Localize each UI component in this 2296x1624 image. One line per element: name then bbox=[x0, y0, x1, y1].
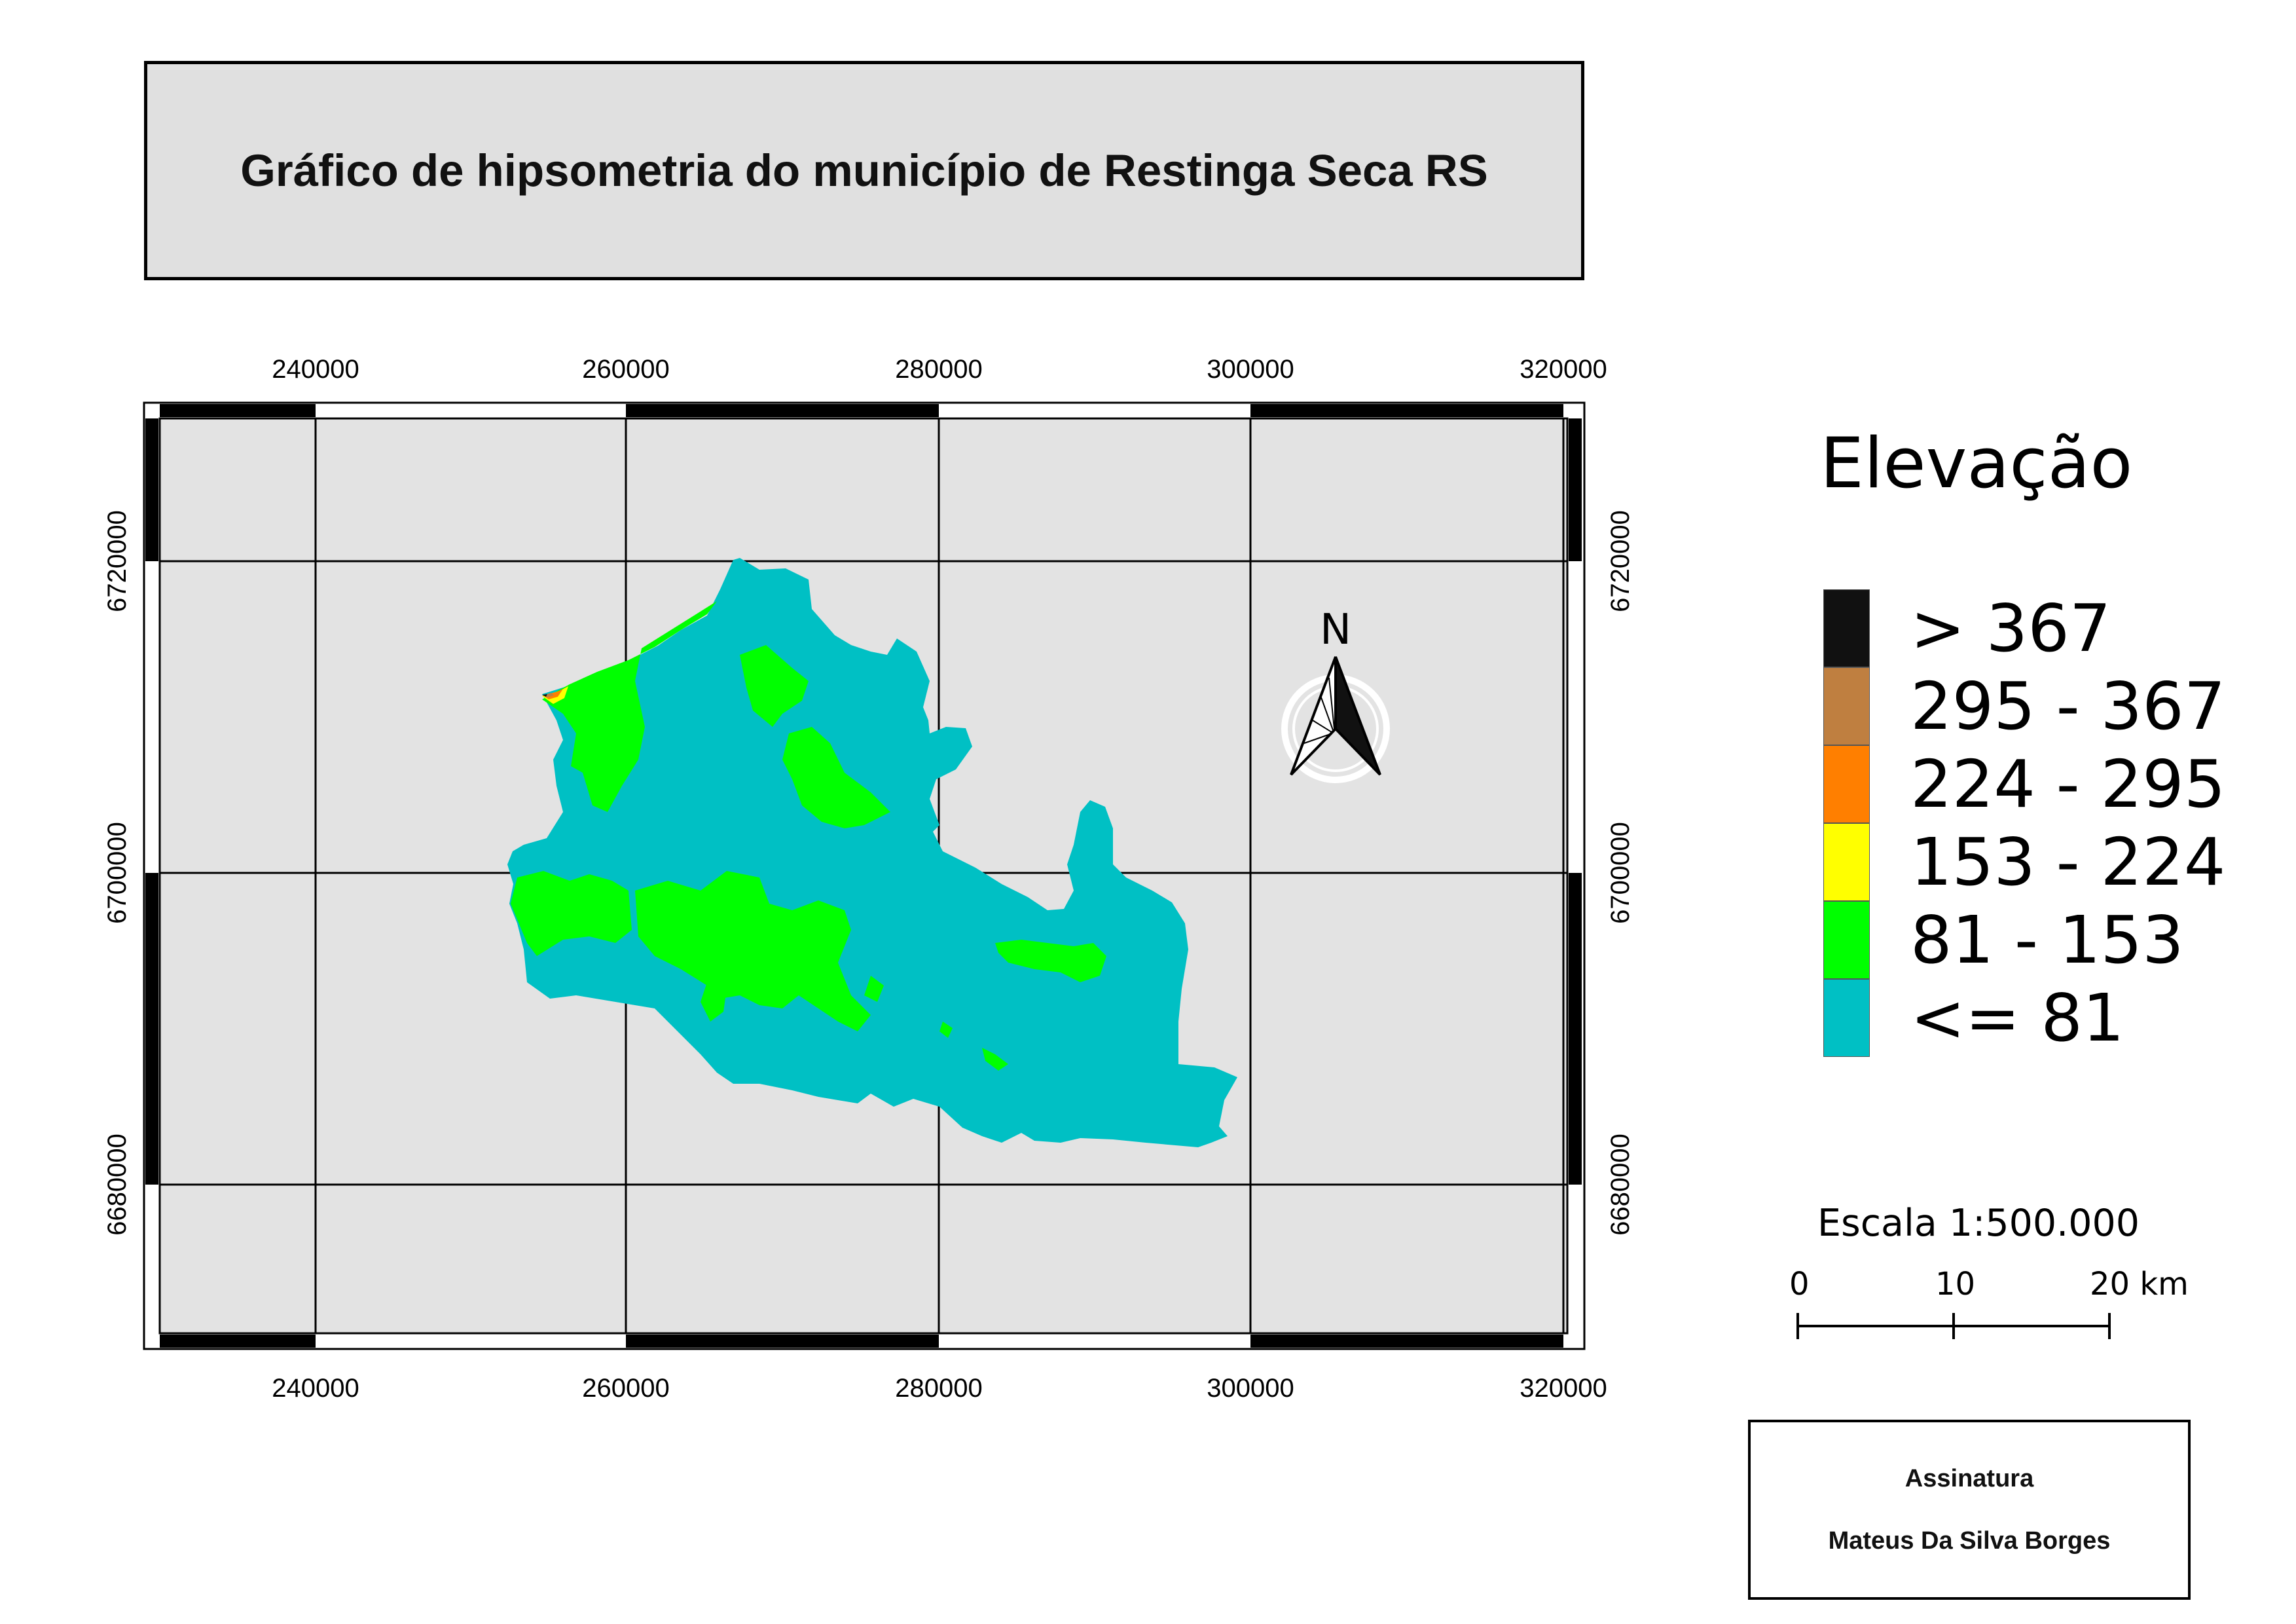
frame-segments bbox=[145, 404, 1582, 1348]
north-label: N bbox=[1320, 606, 1351, 654]
scale-label-20: 20 km bbox=[2090, 1266, 2189, 1302]
easting-label: 300000 bbox=[1207, 355, 1294, 384]
easting-label: 280000 bbox=[895, 355, 982, 384]
northing-label: 6680000 bbox=[103, 1134, 132, 1236]
legend-item: 153 - 224 bbox=[1823, 823, 2269, 901]
legend-swatch bbox=[1823, 901, 1870, 979]
easting-label: 300000 bbox=[1207, 1374, 1294, 1403]
title-box: Gráfico de hipsometria do município de R… bbox=[144, 61, 1584, 280]
easting-label: 280000 bbox=[895, 1374, 982, 1403]
legend-item: 295 - 367 bbox=[1823, 667, 2269, 745]
legend-swatch bbox=[1823, 667, 1870, 745]
legend-label: 295 - 367 bbox=[1910, 667, 2226, 745]
northing-label: 6680000 bbox=[1606, 1134, 1635, 1236]
legend-item: <= 81 bbox=[1823, 979, 2269, 1057]
northing-label: 6700000 bbox=[1606, 822, 1635, 924]
legend-item: > 367 bbox=[1823, 589, 2269, 667]
legend-label: 224 - 295 bbox=[1910, 745, 2226, 822]
northing-label: 6700000 bbox=[103, 822, 132, 924]
legend-swatch bbox=[1823, 823, 1870, 901]
legend-label: <= 81 bbox=[1910, 979, 2124, 1056]
easting-label: 240000 bbox=[272, 355, 359, 384]
scale-label-10: 10 bbox=[1935, 1266, 1976, 1302]
legend-label: > 367 bbox=[1910, 589, 2111, 667]
north-arrow-icon: N bbox=[1281, 606, 1390, 783]
signature-heading: Assinatura bbox=[1904, 1464, 2034, 1492]
legend-swatch bbox=[1823, 979, 1870, 1057]
legend-label: 81 - 153 bbox=[1910, 901, 2184, 978]
municipality-shape bbox=[507, 558, 1237, 1147]
elevation-high-tip bbox=[542, 686, 568, 704]
easting-labels-bottom: 240000 260000 280000 300000 320000 bbox=[272, 1374, 1607, 1403]
elevation-81-153-patches bbox=[511, 601, 1106, 1071]
scale-label-0: 0 bbox=[1789, 1266, 1810, 1302]
scale-bar bbox=[1796, 1313, 2111, 1339]
northing-labels-left: 6720000 6700000 6680000 bbox=[103, 510, 132, 1236]
easting-label: 320000 bbox=[1520, 355, 1607, 384]
legend-title: Elevação bbox=[1820, 423, 2133, 504]
legend-item: 81 - 153 bbox=[1823, 901, 2269, 979]
easting-label: 320000 bbox=[1520, 1374, 1607, 1403]
easting-label: 260000 bbox=[582, 355, 669, 384]
legend-swatch bbox=[1823, 745, 1870, 823]
signature-name: Mateus Da Silva Borges bbox=[1828, 1526, 2111, 1555]
northing-label: 6720000 bbox=[1606, 510, 1635, 612]
map-title: Gráfico de hipsometria do município de R… bbox=[240, 145, 1488, 196]
northing-label: 6720000 bbox=[103, 510, 132, 612]
easting-labels-top: 240000 260000 280000 300000 320000 bbox=[272, 355, 1607, 384]
northing-labels-right: 6720000 6700000 6680000 bbox=[1606, 510, 1635, 1236]
easting-label: 260000 bbox=[582, 1374, 669, 1403]
legend-label: 153 - 224 bbox=[1910, 823, 2226, 900]
signature-box: Assinatura Mateus Da Silva Borges bbox=[1748, 1420, 2191, 1600]
easting-label: 240000 bbox=[272, 1374, 359, 1403]
legend-swatch bbox=[1823, 589, 1870, 667]
legend-item: 224 - 295 bbox=[1823, 745, 2269, 823]
scale-title: Escala 1:500.000 bbox=[1817, 1202, 2140, 1245]
